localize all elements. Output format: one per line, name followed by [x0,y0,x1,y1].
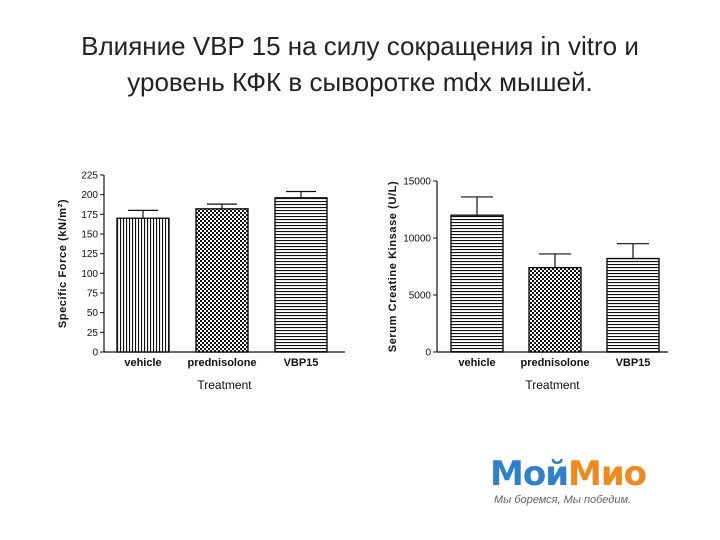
ck-y-axis-label: Serum Creatine Kinsase (U/L) [387,181,399,352]
ck-x-axis-label: Treatment [525,378,580,392]
logo-word-part-2: Мио [568,454,647,494]
force-y-tick-label: 200 [81,190,98,201]
slide-title: Влияние VBP 15 на силу сокращения in vit… [0,28,720,100]
ck-bar [450,214,504,353]
ck-x-tick-label: VBP15 [616,357,651,369]
ck-y-tick-label: 10000 [403,234,431,245]
ck-x-tick-label: vehicle [458,357,495,369]
ck-x-tick-label: prednisolone [520,357,589,369]
force-y-tick-label: 150 [81,230,98,241]
logo-wordmark: МойМио [490,454,647,494]
force-x-tick-label: VBP15 [284,357,319,369]
ck-bar [606,257,660,353]
force-y-tick-label: 175 [81,210,98,221]
ck-y-tick-label: 15000 [403,177,431,188]
force-y-axis-label: Specific Force (kN/m²) [57,199,69,328]
force-y-tick-label: 25 [87,328,99,339]
force-bar [195,208,249,353]
force-y-tick-label: 125 [81,249,98,260]
force-bar [274,197,328,353]
force-bar [116,217,170,353]
force-x-tick-label: vehicle [124,357,161,369]
force-y-tick-label: 225 [81,171,98,182]
moymio-logo: МойМио Мы боремся, Мы победим. [488,454,700,514]
force-x-tick-label: prednisolone [187,357,256,369]
ck-y-tick-label: 0 [425,348,431,359]
force-y-tick-label: 100 [81,269,98,280]
ck-y-tick-label: 5000 [409,291,432,302]
force-y-tick-label: 50 [87,308,99,319]
slide-title-line-2: уровень КФК в сыворотке mdx мышей. [127,67,593,97]
force-y-tick-label: 0 [92,348,98,359]
ck-bar [528,266,582,353]
logo-slogan: Мы боремся, Мы победим. [494,494,632,506]
logo-word-part-1: Мой [490,454,569,494]
force-y-tick-label: 75 [87,289,99,300]
force-x-axis-label: Treatment [197,378,252,392]
slide-title-line-1: Влияние VBP 15 на силу сокращения in vit… [81,31,639,61]
